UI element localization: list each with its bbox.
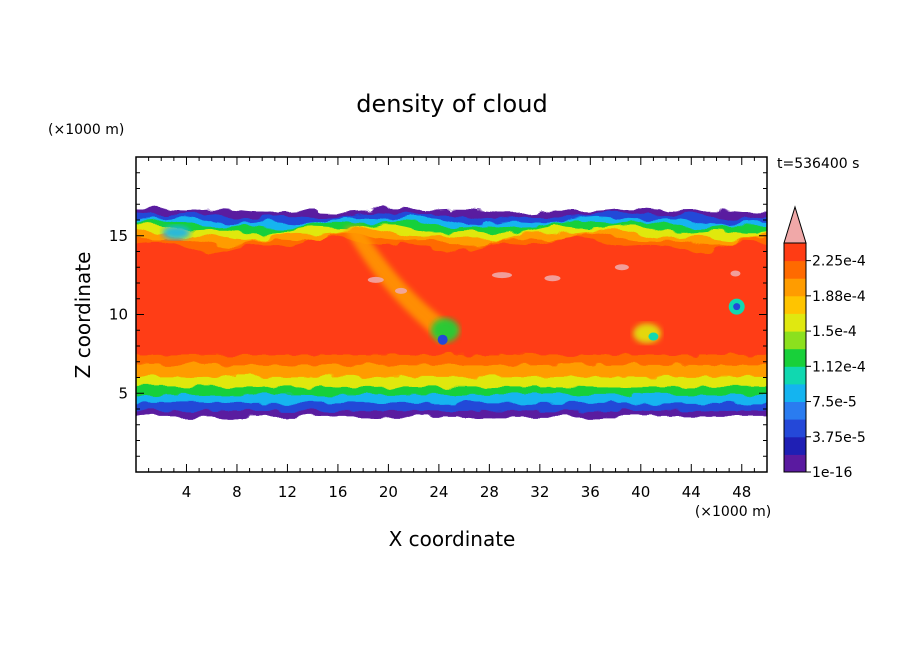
colorbar-swatch [784,419,806,438]
colorbar-label: 1.5e-4 [812,324,857,340]
colorbar: 1e-16 3.75e-5 7.5e-5 1.12e-4 1.5e-4 1.88e-4 2.… [783,205,866,481]
high-density-patch [614,264,629,271]
time-label: t=536400 s [777,156,859,172]
x-tick-label: 48 [732,483,751,501]
colorbar-swatch [784,401,806,420]
colorbar-swatch [784,278,806,297]
colorbar-label: 1e-16 [812,465,852,481]
vortex-core [437,334,448,345]
shear-feature [344,226,460,343]
x-tick-label: 32 [530,483,549,501]
x-unit-label: (×1000 m) [695,504,771,520]
high-density-patch [491,272,512,279]
y-unit-label: (×1000 m) [48,122,124,138]
cloud-band-red [136,236,767,355]
colorbar-swatch [784,260,806,279]
x-tick-label: 28 [480,483,499,501]
colorbar-label: 1.88e-4 [812,289,866,305]
high-density-patch [544,275,561,282]
y-tick-label: 15 [109,227,128,245]
colorbar-swatch [784,295,806,314]
high-density-patch [367,276,384,283]
colorbar-frame [783,242,807,473]
high-density-patch [730,270,741,277]
x-tick-label: 24 [429,483,448,501]
colorbar-swatch [784,331,806,350]
colorbar-swatch [784,366,806,385]
colorbar-swatch [784,313,806,332]
x-tick-label: 20 [379,483,398,501]
high-density-patch [395,287,408,294]
y-tick-label: 5 [118,384,128,402]
colorbar-label: 3.75e-5 [812,430,866,446]
y-axis-label: Z coordinate [71,252,95,379]
eddy-right [633,323,662,344]
x-tick-label: 12 [278,483,297,501]
heatmap-field [136,208,767,417]
x-tick-label: 40 [631,483,650,501]
chart-title: density of cloud [356,90,547,118]
x-tick-label: 16 [328,483,347,501]
x-tick-label: 36 [581,483,600,501]
vortex-green [431,318,460,343]
colorbar-label: 2.25e-4 [812,254,866,270]
eddy-right-core [648,332,659,341]
y-tick-label: 10 [109,306,128,324]
colorbar-extend-arrow [783,205,807,244]
x-tick-label: 4 [182,483,192,501]
x-tick-label: 8 [232,483,242,501]
colorbar-swatch [784,454,806,473]
colorbar-swatch [784,243,806,262]
colorbar-label: 7.5e-5 [812,395,857,411]
x-axis-label: X coordinate [389,527,516,551]
colorbar-swatch [784,383,806,402]
small-vortex-core [733,303,741,311]
colorbar-swatch [784,348,806,367]
top-left-curl [162,225,191,240]
x-tick-label: 44 [682,483,701,501]
colorbar-swatch [784,436,806,455]
colorbar-label: 1.12e-4 [812,359,866,375]
